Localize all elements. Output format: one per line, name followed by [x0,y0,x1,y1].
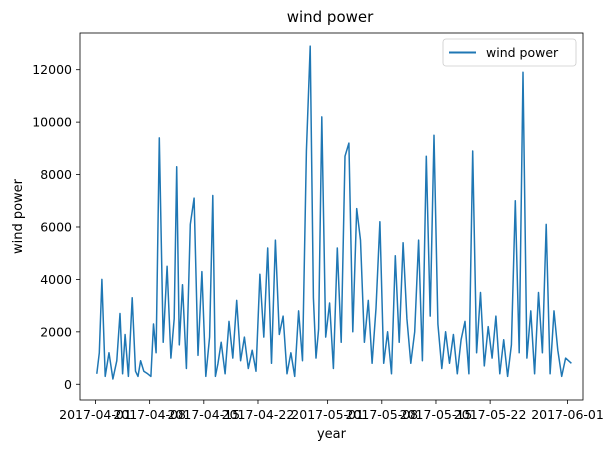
x-tick-label: 2017-04-22 [222,407,295,422]
y-tick-label: 2000 [40,324,72,339]
x-axis-title: year [317,427,347,442]
series-line-wind-power [96,45,572,380]
x-tick-label: 2017-05-01 [291,407,364,422]
x-tick-label: 2017-05-22 [454,407,527,422]
x-tick-label: 2017-05-08 [345,407,418,422]
x-tick-label: 2017-04-15 [167,407,240,422]
plot-frame [79,32,584,401]
y-tick-label: 12000 [32,62,72,77]
y-tick-label: 0 [64,377,72,392]
y-tick-label: 6000 [40,219,72,234]
y-axis-ticks: 0 2000 4000 6000 8000 10000 12000 [32,62,80,392]
chart-title: wind power [287,8,374,26]
x-axis-ticks: 2017-04-012017-04-082017-04-152017-04-22… [59,400,604,422]
y-axis-title: wind power [11,178,26,254]
legend-label: wind power [486,45,559,60]
x-tick-label: 2017-05-15 [400,407,473,422]
x-tick-label: 2017-04-08 [113,407,186,422]
y-tick-label: 8000 [40,167,72,182]
x-tick-label: 2017-04-01 [59,407,132,422]
y-tick-label: 10000 [32,115,72,130]
legend: wind power [442,38,577,67]
legend-box [442,38,577,67]
x-tick-label: 2017-06-01 [531,407,604,422]
y-tick-label: 4000 [40,272,72,287]
plot-area: 2017-04-012017-04-082017-04-152017-04-22… [32,32,604,422]
